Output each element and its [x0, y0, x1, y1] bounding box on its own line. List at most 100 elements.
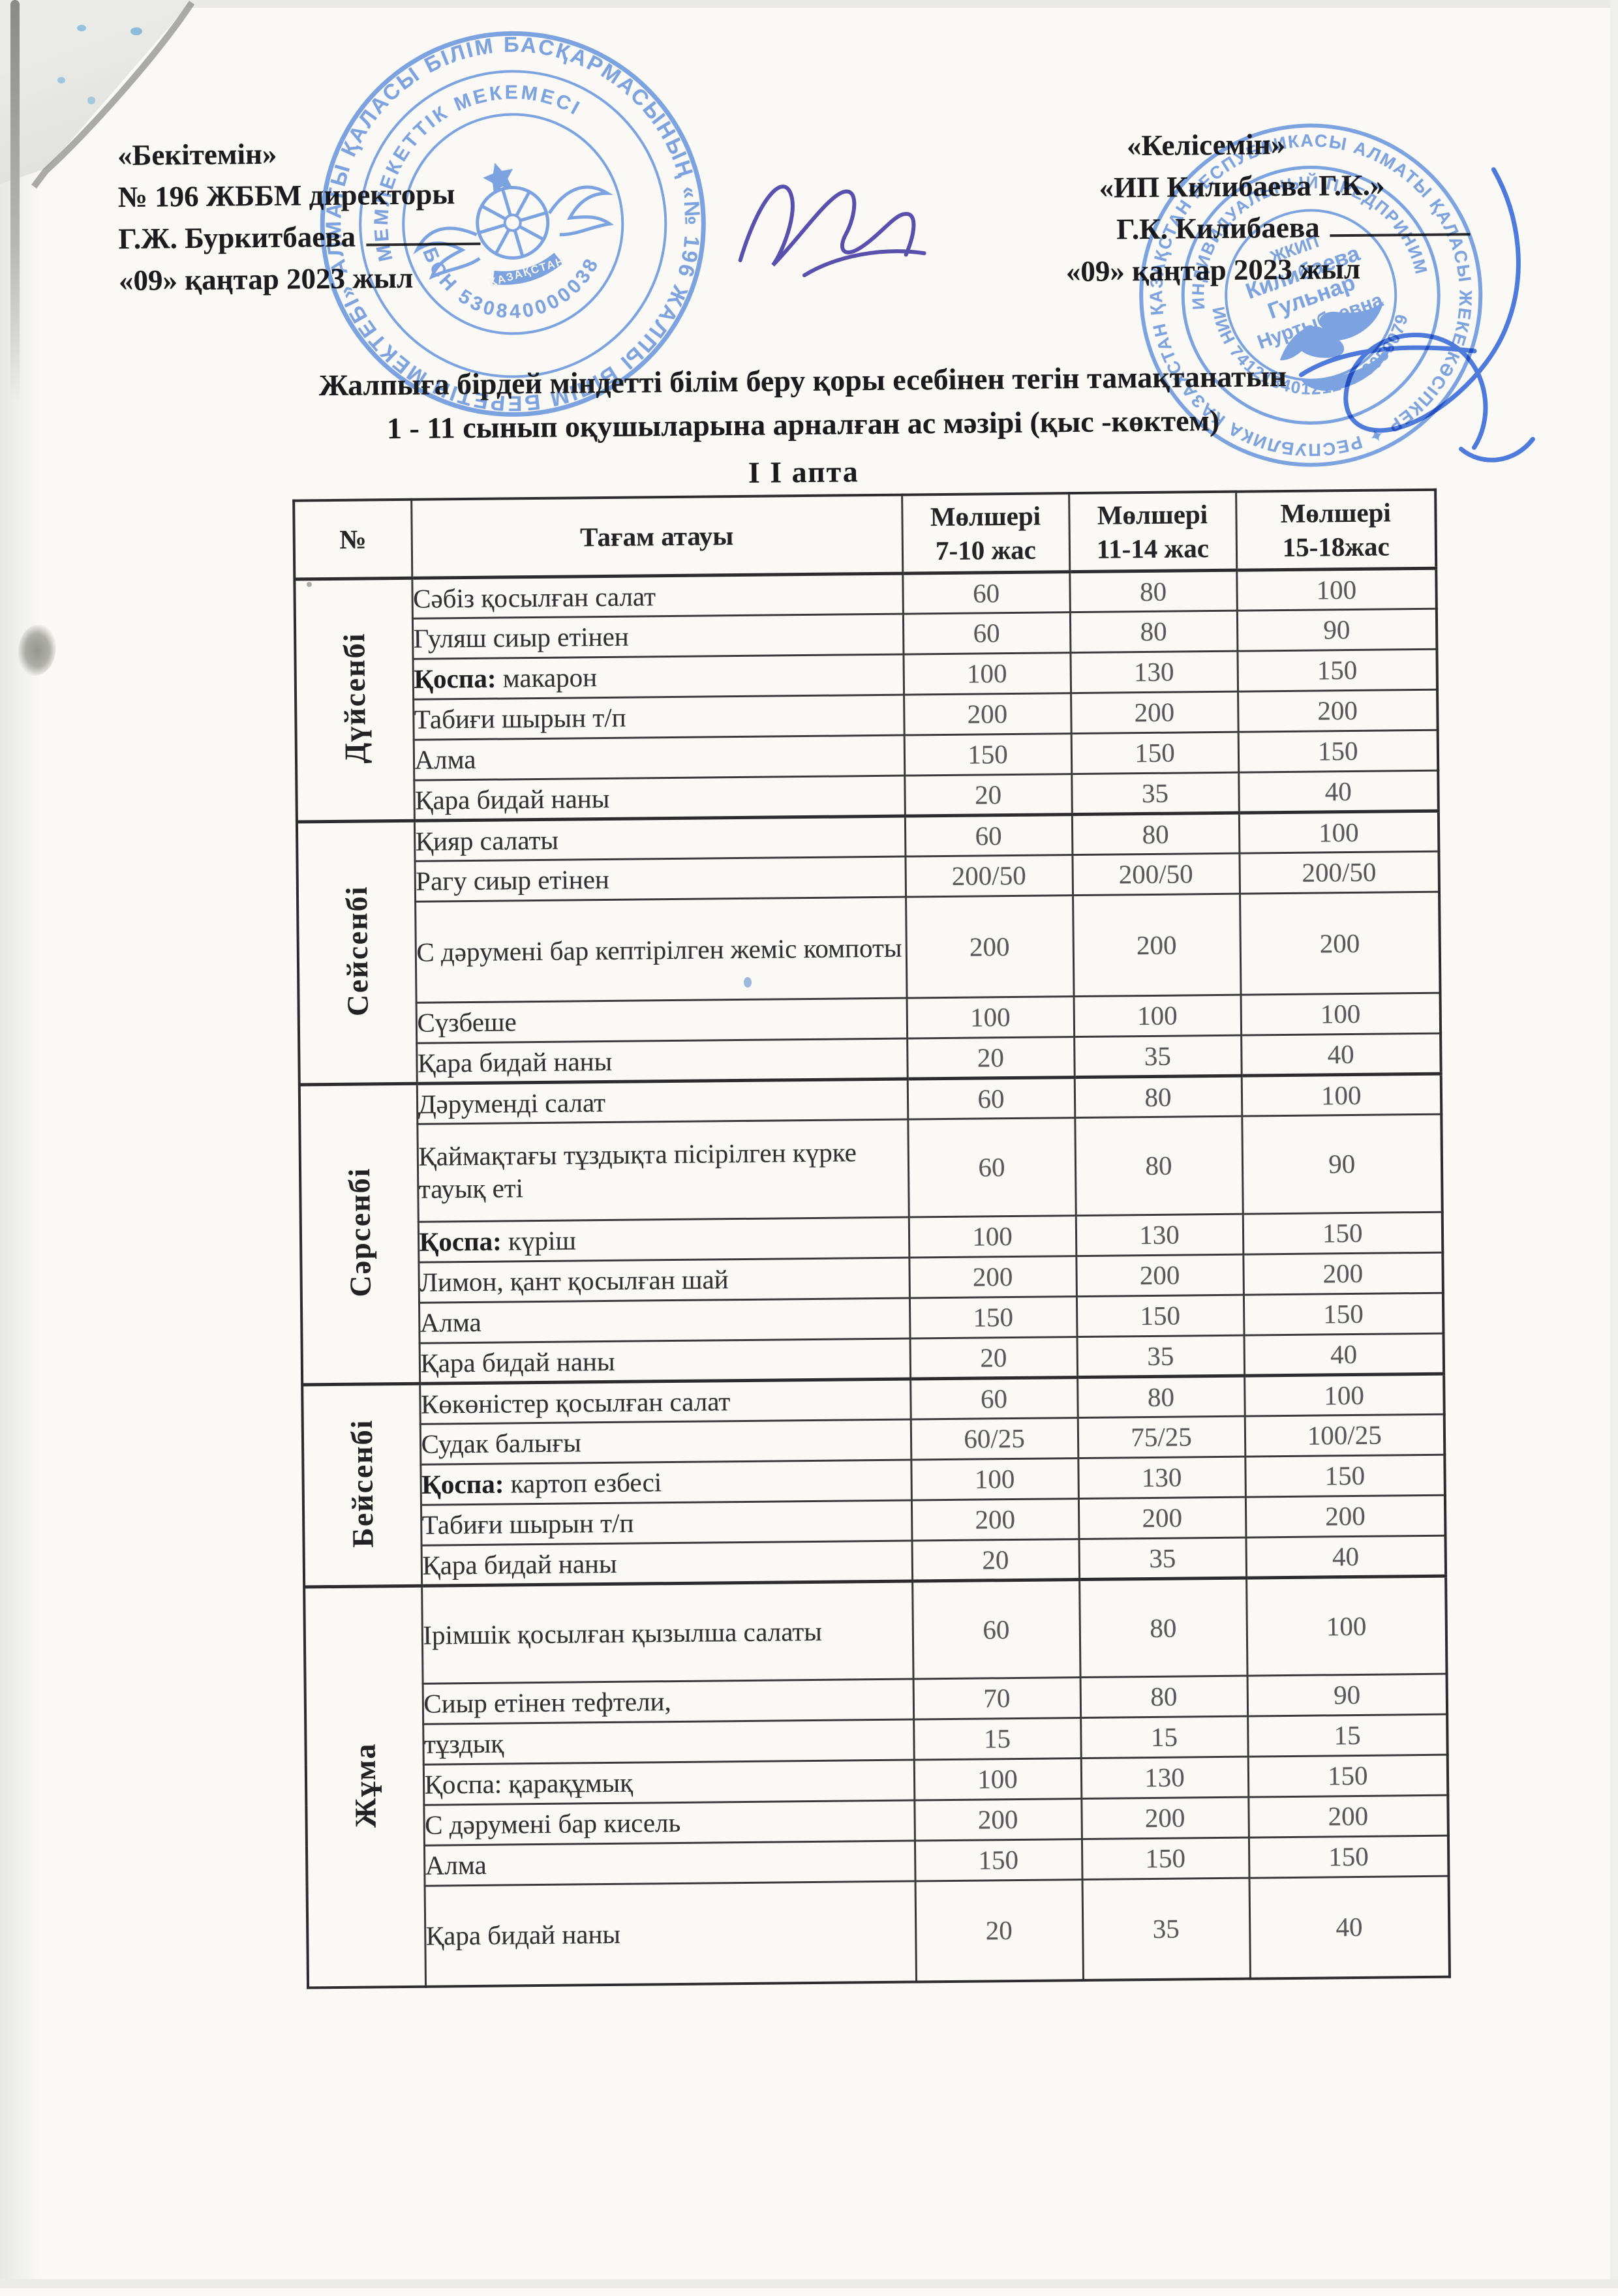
portion-value-age2: 130	[1080, 1756, 1249, 1799]
portion-value-age2: 130	[1070, 650, 1238, 693]
dish-cell: Қоспа: макарон	[412, 654, 904, 699]
dish-name: Сәбіз қосылған салат	[412, 581, 656, 614]
scanner-edge-top	[0, 0, 1618, 8]
day-cell-1: Дүйсенбі	[294, 577, 414, 822]
portion-value-age3: 150	[1243, 1292, 1444, 1335]
header-row: № Тағам атауы Мөлшері 7-10 жас Мөлшері 1…	[294, 489, 1437, 579]
portion-value-age3: 200	[1238, 689, 1438, 732]
dish-cell: Көкөністер қосылған салат	[420, 1378, 911, 1424]
portion-value-age2: 15	[1080, 1715, 1248, 1759]
portion-value-age1: 20	[907, 1036, 1075, 1079]
portion-value-age1: 60	[908, 1117, 1076, 1217]
scanner-edge-right	[1610, 0, 1618, 2288]
dish-name: Сүзбеше	[417, 1006, 517, 1038]
portion-value-age2: 80	[1071, 812, 1240, 855]
portion-value-age1: 70	[913, 1677, 1081, 1719]
dish-cell: Қара бидай наны	[419, 1338, 911, 1383]
portion-value-age3: 15	[1247, 1714, 1448, 1757]
portion-value-age3: 150	[1237, 648, 1438, 691]
portion-value-age2: 80	[1080, 1675, 1248, 1718]
menu-row-day2-3: С дәрумені бар кептірілген жеміс компоты…	[298, 891, 1441, 1004]
portion-value-age1: 20	[911, 1539, 1080, 1581]
dish-name: С дәрумені бар кептірілген жеміс компоты	[416, 932, 902, 967]
portion-value-age2: 80	[1077, 1375, 1245, 1418]
scanner-edge-bottom	[0, 2279, 1618, 2288]
dish-name: Қара бидай наны	[420, 1346, 615, 1378]
portion-value-age3: 90	[1236, 608, 1437, 651]
dish-name: Қара бидай наны	[425, 1919, 621, 1951]
dish-cell: тұздық	[423, 1719, 914, 1764]
dish-name: Қияр салаты	[415, 824, 559, 856]
dish-name: тұздық	[423, 1728, 504, 1759]
portion-value-age1: 100	[908, 1215, 1076, 1258]
dish-name: Дәруменді салат	[418, 1087, 606, 1119]
dish-bold-prefix: Қоспа:	[419, 1226, 509, 1257]
dish-name: макарон	[502, 662, 598, 693]
col-header-dish: Тағам атауы	[411, 494, 903, 578]
portion-value-age3: 40	[1249, 1875, 1450, 1979]
age-range-label: 15-18жас	[1282, 531, 1390, 562]
portion-value-age3: 200	[1240, 891, 1441, 995]
portion-value-age1: 100	[906, 996, 1075, 1038]
portion-value-age3: 150	[1247, 1754, 1448, 1797]
portion-value-age3: 40	[1244, 1333, 1444, 1376]
dish-cell: Қаймақтағы тұздықта пісірілген күрке тау…	[417, 1119, 909, 1222]
dish-bold-prefix: Қоспа:	[414, 663, 503, 694]
dish-name: Судак балығы	[421, 1427, 582, 1459]
portion-value-age3: 100	[1244, 1373, 1444, 1416]
portion-value-age1: 20	[904, 774, 1072, 816]
dish-cell: Қоспа: қарақұмық	[423, 1759, 915, 1805]
dish-cell: Қара бидай наны	[424, 1881, 917, 1987]
portion-value-age2: 200/50	[1072, 853, 1240, 896]
portion-value-age3: 200	[1245, 1494, 1446, 1537]
dish-cell: Дәруменді салат	[416, 1078, 908, 1124]
portion-value-age1: 200	[904, 693, 1071, 735]
dish-name: Алма	[414, 744, 476, 775]
portion-value-age2: 200	[1078, 1496, 1246, 1539]
dish-cell: С дәрумені бар кисель	[423, 1800, 915, 1845]
portion-value-age1: 150	[914, 1839, 1082, 1881]
menu-table: № Тағам атауы Мөлшері 7-10 жас Мөлшері 1…	[292, 488, 1452, 1989]
menu-table-header: № Тағам атауы Мөлшері 7-10 жас Мөлшері 1…	[294, 489, 1437, 579]
dish-bold-prefix: Қоспа:	[421, 1468, 511, 1500]
portion-value-age2: 80	[1069, 610, 1238, 653]
portion-value-age1: 20	[915, 1879, 1084, 1982]
menu-row-day3-2: Қаймақтағы тұздықта пісірілген күрке тау…	[299, 1113, 1442, 1223]
dish-cell: Қоспа: күріш	[418, 1216, 909, 1262]
scan-speck	[744, 977, 752, 988]
portion-value-age3: 100	[1240, 992, 1441, 1035]
portion-value-age1: 200	[914, 1798, 1082, 1841]
portion-value-age1: 200/50	[905, 854, 1073, 897]
portion-value-age1: 200	[911, 1498, 1079, 1541]
scan-speck	[77, 25, 86, 31]
portion-value-age2: 80	[1079, 1577, 1247, 1678]
dish-cell: Алма	[413, 734, 905, 780]
portion-value-age3: 100/25	[1244, 1413, 1445, 1457]
dish-cell: Сүзбеше	[416, 997, 908, 1043]
dish-cell: Табиғи шырын т/п	[420, 1500, 912, 1545]
portion-value-age3: 40	[1245, 1535, 1446, 1578]
portion-value-age2: 80	[1074, 1075, 1242, 1118]
dish-name: Алма	[420, 1307, 481, 1338]
portion-value-age3: 150	[1238, 729, 1439, 772]
dish-name: Алма	[425, 1849, 487, 1881]
portion-value-age3: 200	[1243, 1252, 1443, 1295]
portion-value-age1: 60	[902, 612, 1071, 654]
portion-value-age2: 200	[1076, 1254, 1244, 1297]
dish-cell: Рагу сиыр етінен	[414, 856, 906, 901]
portion-value-age3: 100	[1246, 1575, 1447, 1676]
dish-cell: Қара бидай наны	[414, 775, 905, 821]
dish-name: Қара бидай наны	[422, 1548, 617, 1580]
portion-value-age1: 150	[904, 733, 1072, 776]
director-signature	[738, 185, 926, 278]
portion-value-age1: 20	[909, 1337, 1078, 1379]
scan-edge-shadow	[10, 0, 20, 404]
dish-name: Гуляш сиыр етінен	[413, 621, 629, 654]
dish-name: Рагу сиыр етінен	[416, 864, 610, 896]
portion-value-age2: 35	[1074, 1035, 1242, 1078]
col-header-portion-7-10: Мөлшері 7-10 жас	[902, 493, 1070, 573]
col-header-portion-11-14: Мөлшері 11-14 жас	[1069, 491, 1237, 572]
portion-value-age1: 100	[903, 652, 1071, 695]
dish-cell: Қоспа: картоп езбесі	[420, 1459, 911, 1505]
